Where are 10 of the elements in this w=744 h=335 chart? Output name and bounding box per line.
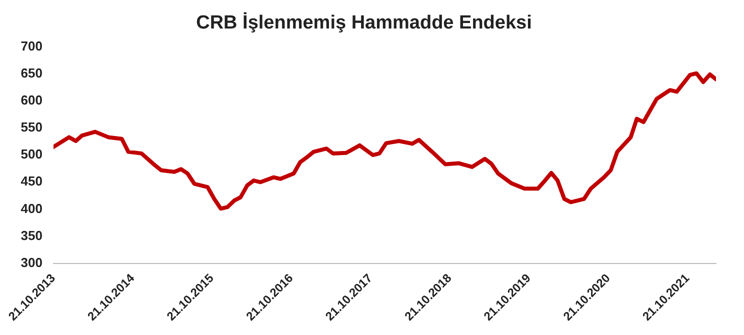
y-tick-label: 400 xyxy=(20,200,42,216)
chart-title: CRB İşlenmemiş Hammadde Endeksi xyxy=(196,12,532,34)
y-tick-label: 500 xyxy=(20,146,42,162)
y-tick-label: 650 xyxy=(20,65,42,80)
y-tick-label: 700 xyxy=(20,38,42,54)
y-tick-label: 600 xyxy=(20,92,42,108)
y-tick-label: 350 xyxy=(20,228,42,243)
y-tick-label: 300 xyxy=(20,254,42,270)
y-tick-label: 450 xyxy=(20,174,42,189)
y-tick-label: 550 xyxy=(20,120,42,135)
